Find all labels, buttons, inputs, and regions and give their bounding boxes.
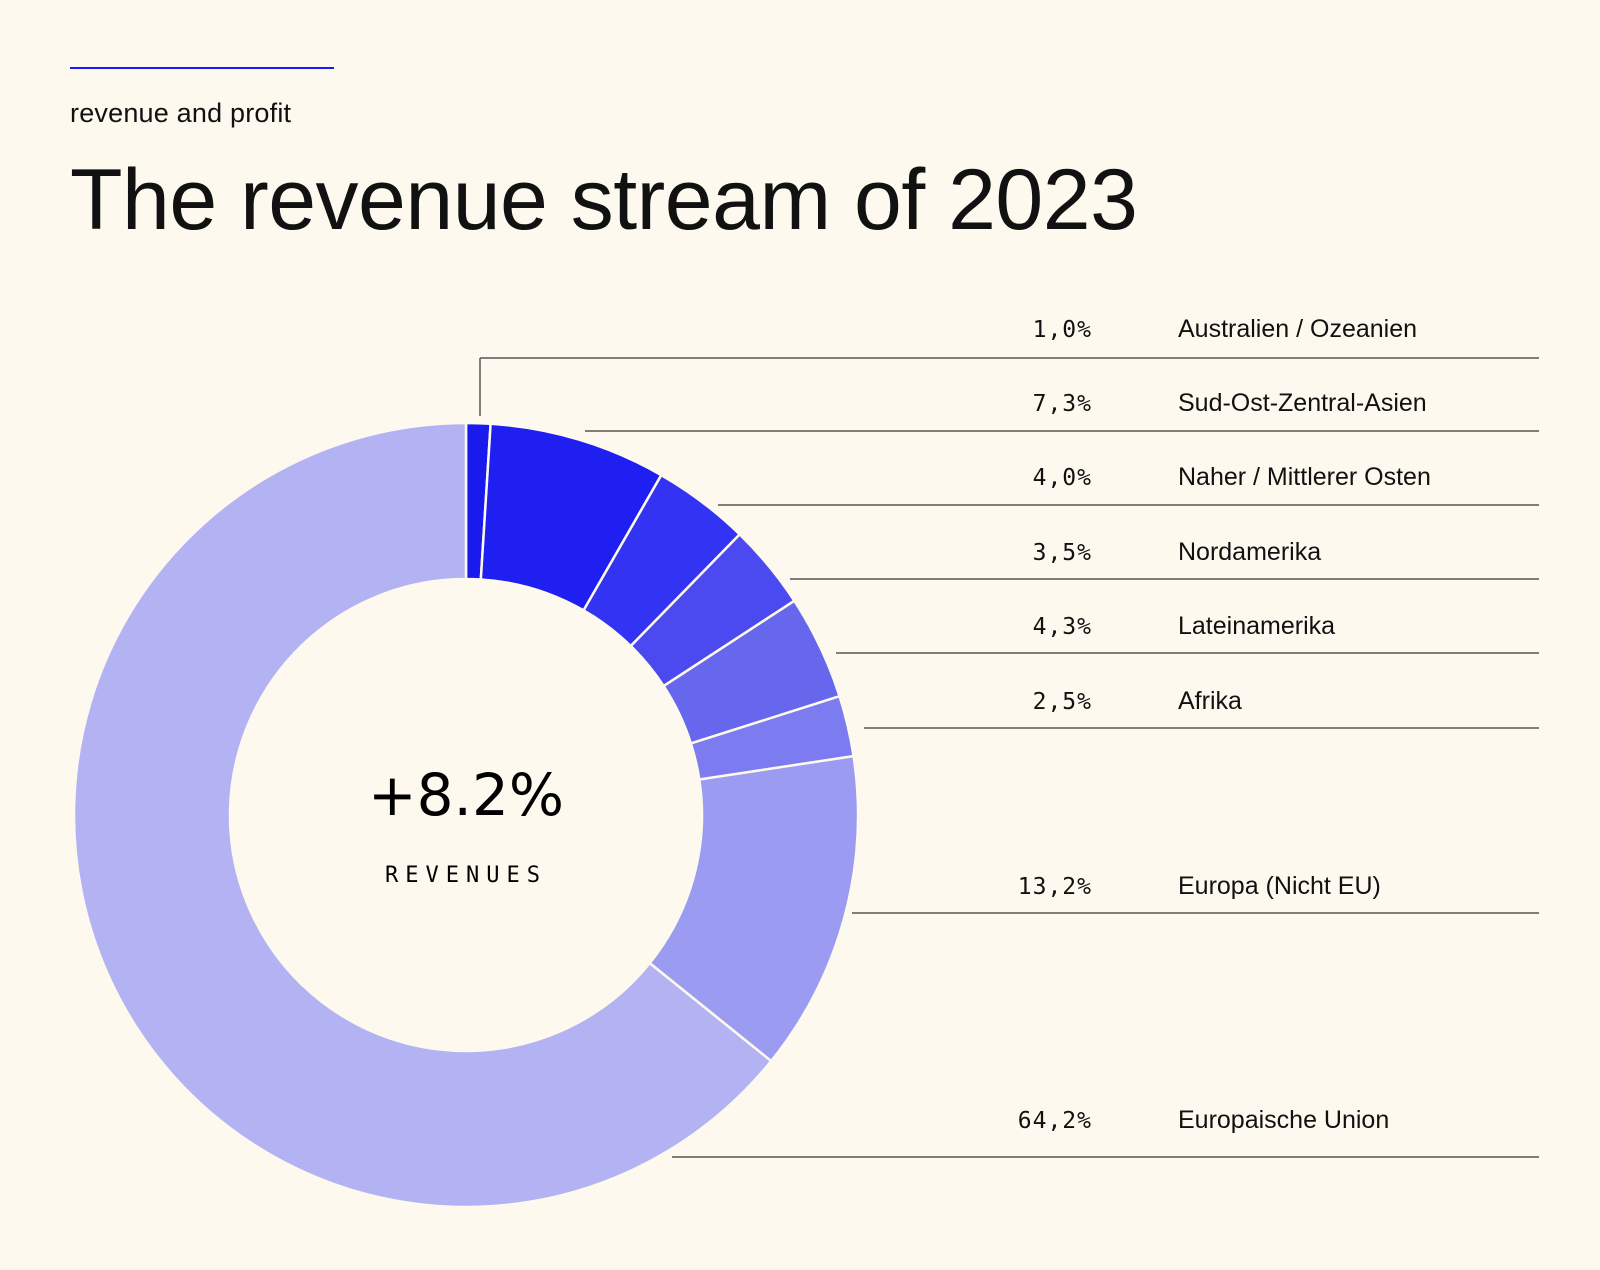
chart-leader-lines bbox=[479, 357, 1539, 1158]
legend-label: Naher / Mittlerer Osten bbox=[1178, 463, 1431, 491]
chart-slices bbox=[72, 421, 860, 1209]
legend-value: 2,5% bbox=[1033, 689, 1092, 715]
eyebrow-label: revenue and profit bbox=[70, 98, 292, 128]
legend-value: 1,0% bbox=[1033, 317, 1092, 343]
center-label: REVENUES bbox=[385, 863, 547, 888]
center-value: +8.2% bbox=[368, 761, 564, 829]
legend-label: Lateinamerika bbox=[1178, 612, 1335, 640]
legend-value: 7,3% bbox=[1033, 391, 1092, 417]
legend-value: 13,2% bbox=[1018, 874, 1092, 900]
legend-value: 3,5% bbox=[1033, 540, 1092, 566]
accent-rule bbox=[70, 67, 334, 69]
legend-value: 4,0% bbox=[1033, 465, 1092, 491]
legend-value: 4,3% bbox=[1033, 614, 1092, 640]
legend-value: 64,2% bbox=[1018, 1108, 1092, 1134]
chart-legend: 1,0% Australien / Ozeanien 7,3% Sud-Ost-Zen… bbox=[1018, 315, 1431, 1134]
legend-label: Europaische Union bbox=[1178, 1106, 1389, 1134]
legend-label: Sud-Ost-Zentral-Asien bbox=[1178, 389, 1427, 417]
slice-europaische-union bbox=[72, 421, 773, 1209]
legend-label: Europa (Nicht EU) bbox=[1178, 872, 1381, 900]
page-title: The revenue stream of 2023 bbox=[70, 152, 1138, 248]
legend-label: Nordamerika bbox=[1178, 538, 1321, 566]
legend-label: Afrika bbox=[1178, 687, 1242, 715]
legend-label: Australien / Ozeanien bbox=[1178, 315, 1417, 343]
